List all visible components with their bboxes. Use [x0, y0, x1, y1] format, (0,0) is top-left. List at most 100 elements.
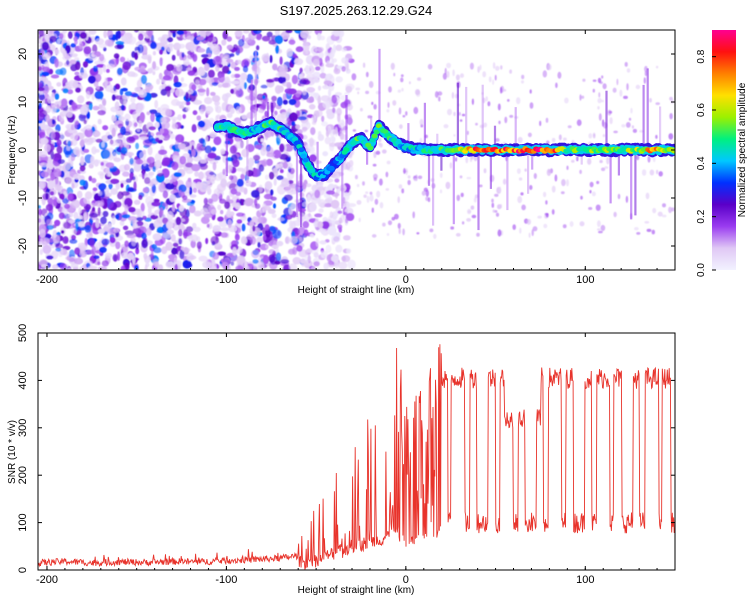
noise-blob	[147, 205, 152, 215]
noise-blob	[90, 155, 95, 166]
noise-blob	[42, 244, 52, 254]
noise-blob	[279, 143, 285, 153]
noise-blob	[114, 44, 124, 50]
noise-blob	[498, 186, 502, 194]
noise-blob	[376, 190, 381, 198]
noise-blob	[433, 233, 437, 239]
noise-blob	[159, 57, 163, 67]
noise-blob	[82, 61, 89, 68]
noise-blob	[306, 191, 316, 199]
noise-blob	[175, 101, 183, 107]
noise-blob	[281, 179, 290, 187]
noise-blob	[460, 192, 464, 198]
noise-blob	[191, 234, 199, 242]
signal-point	[298, 147, 305, 153]
noise-blob	[310, 127, 316, 136]
noise-blob	[364, 129, 369, 133]
noise-blob	[243, 82, 247, 90]
noise-blob	[187, 70, 196, 76]
noise-blob	[219, 198, 227, 204]
noise-blob	[401, 188, 405, 194]
noise-blob	[72, 80, 79, 89]
noise-blob	[204, 97, 213, 105]
noise-blob	[71, 234, 76, 241]
noise-blob	[314, 47, 318, 53]
noise-blob	[234, 202, 241, 210]
noise-blob	[232, 246, 237, 256]
noise-blob	[68, 155, 72, 165]
noise-blob	[139, 136, 149, 141]
noise-blob	[140, 74, 147, 85]
noise-blob	[643, 77, 646, 84]
signal-streak	[254, 50, 257, 131]
noise-blob	[341, 47, 347, 53]
noise-blob	[491, 202, 495, 208]
noise-blob	[127, 187, 135, 192]
noise-blob	[261, 205, 272, 211]
noise-blob	[41, 71, 50, 77]
noise-blob	[652, 207, 657, 214]
noise-blob	[649, 169, 655, 176]
noise-blob	[542, 191, 547, 198]
noise-blob	[173, 225, 179, 231]
noise-blob	[66, 112, 73, 118]
noise-blob	[85, 91, 91, 99]
noise-blob	[533, 173, 537, 179]
noise-blob	[498, 120, 501, 125]
noise-blob	[588, 133, 593, 139]
noise-blob	[212, 56, 222, 66]
noise-blob	[146, 227, 152, 236]
noise-blob	[500, 65, 503, 70]
noise-blob	[151, 183, 156, 194]
noise-blob	[495, 65, 500, 71]
noise-blob	[387, 102, 390, 108]
noise-blob	[231, 80, 240, 85]
noise-blob	[346, 248, 351, 254]
noise-blob	[279, 169, 284, 174]
noise-blob	[288, 98, 297, 106]
noise-blob	[595, 204, 601, 211]
noise-blob	[365, 90, 370, 95]
snr-plot-area	[38, 344, 675, 570]
noise-blob	[519, 227, 522, 234]
noise-blob	[60, 104, 64, 111]
signal-streak	[634, 150, 637, 216]
noise-blob	[126, 234, 136, 239]
noise-blob	[309, 154, 317, 163]
noise-blob	[345, 85, 353, 93]
noise-blob	[95, 159, 101, 164]
noise-blob	[328, 88, 332, 97]
noise-blob	[308, 104, 316, 110]
noise-blob	[157, 107, 162, 114]
noise-blob	[581, 95, 585, 99]
noise-blob	[154, 99, 159, 109]
noise-blob	[206, 87, 210, 97]
noise-blob	[162, 217, 169, 225]
noise-blob	[138, 120, 143, 128]
noise-blob	[502, 178, 507, 185]
noise-blob	[46, 255, 54, 260]
noise-blob	[657, 211, 663, 217]
noise-blob	[337, 210, 343, 214]
noise-blob	[289, 236, 298, 245]
noise-blob	[471, 214, 477, 219]
noise-blob	[188, 255, 197, 260]
noise-blob	[499, 204, 503, 209]
signal-streak	[609, 150, 612, 204]
noise-blob	[124, 204, 129, 214]
noise-blob	[120, 182, 124, 188]
noise-blob	[143, 252, 148, 260]
noise-blob	[598, 113, 602, 121]
noise-blob	[192, 110, 198, 116]
noise-blob	[196, 241, 202, 250]
noise-blob	[185, 91, 189, 101]
noise-blob	[61, 98, 68, 107]
noise-blob	[220, 232, 228, 238]
noise-blob	[247, 157, 255, 167]
noise-blob	[302, 89, 307, 96]
noise-blob	[117, 67, 123, 76]
noise-blob	[70, 53, 78, 58]
signal-streak	[456, 82, 459, 150]
noise-blob	[518, 177, 523, 181]
noise-blob	[191, 149, 196, 157]
